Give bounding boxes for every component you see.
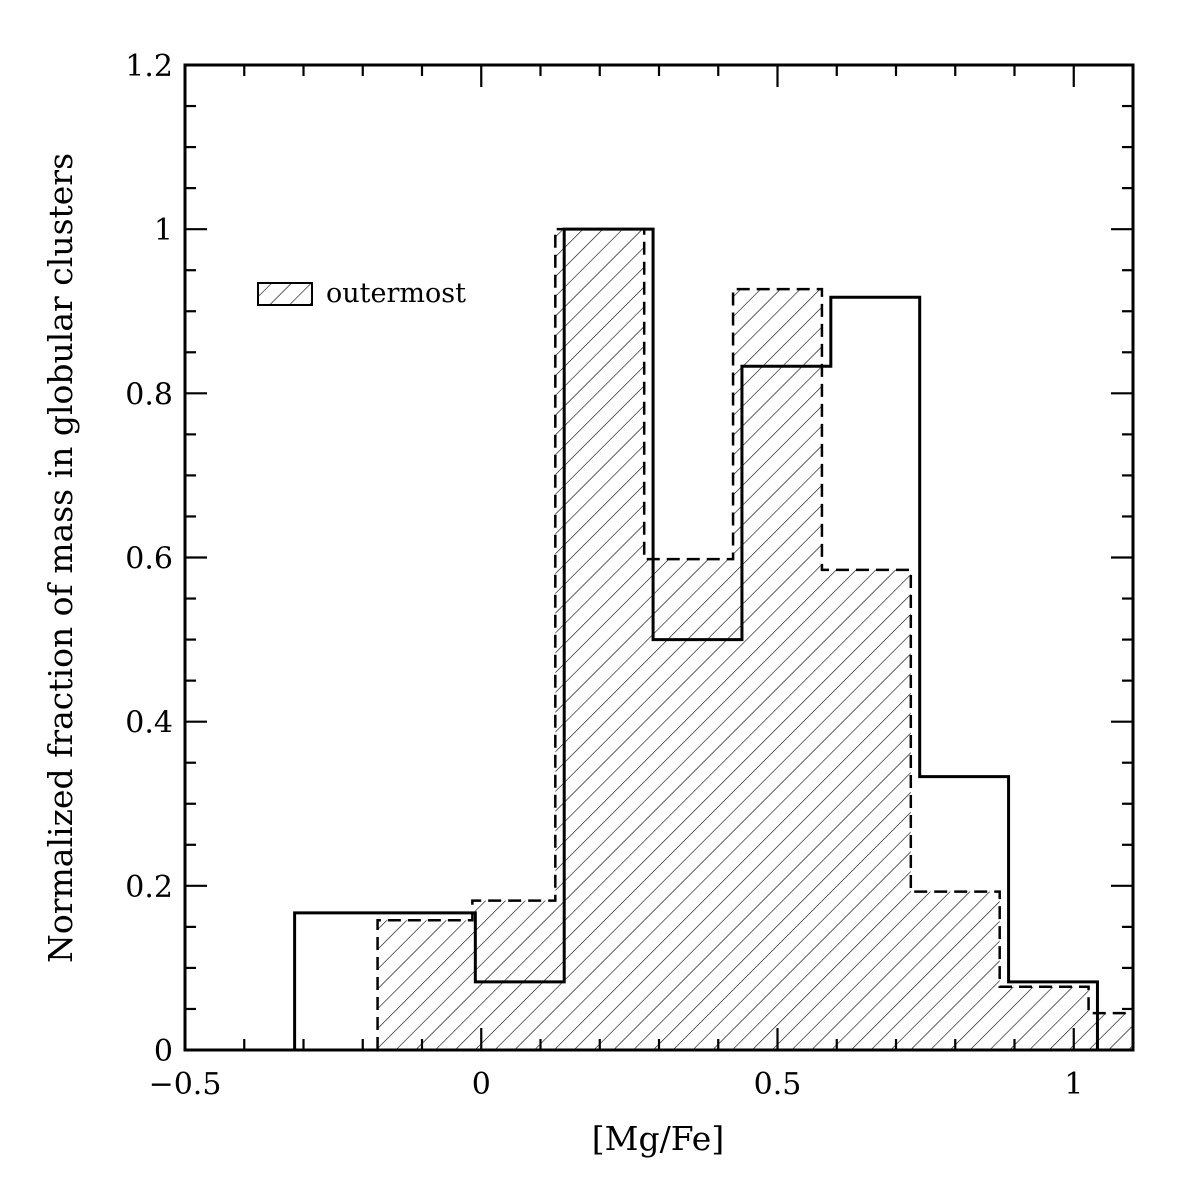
outermost-hatched-fill [377,229,1133,1050]
y-tick-label: 1.2 [125,49,173,84]
y-tick-label: 0.4 [125,706,173,741]
y-tick-label: 1 [154,213,173,248]
axis-tick-labels: −0.5 0 0.5 100.20.40.60.811.2 [125,49,1083,1102]
y-tick-label: 0.2 [125,870,173,905]
x-tick-label: 1 [1064,1067,1083,1102]
x-tick-label: −0.5 [149,1067,222,1102]
outermost-bar [472,900,556,1050]
x-tick-label: 0.5 [754,1067,802,1102]
outermost-dashed-outline [376,227,1135,1050]
y-axis-title: Normalized fraction of mass in globular … [41,153,80,963]
legend-label-outermost: outermost [326,278,466,309]
outermost-bar [821,569,911,1050]
axis-ticks [183,63,1135,1052]
x-axis-title: [Mg/Fe] [592,1119,724,1158]
outermost-bar [555,229,645,1050]
outermost-bar [910,891,1000,1050]
y-tick-label: 0.6 [125,542,173,577]
y-tick-label: 0 [154,1034,173,1069]
outermost-bar [733,289,822,1050]
y-tick-label: 0.8 [125,377,173,412]
outermost-bar [999,986,1089,1050]
x-tick-label: 0 [472,1067,491,1102]
outermost-bar [377,920,473,1050]
outermost-bar [644,559,734,1050]
outermost-bar [1088,1013,1133,1050]
legend: outermost [257,278,466,309]
all-clusters-solid-outline [293,227,1099,1050]
legend-hatch-swatch [257,282,313,306]
